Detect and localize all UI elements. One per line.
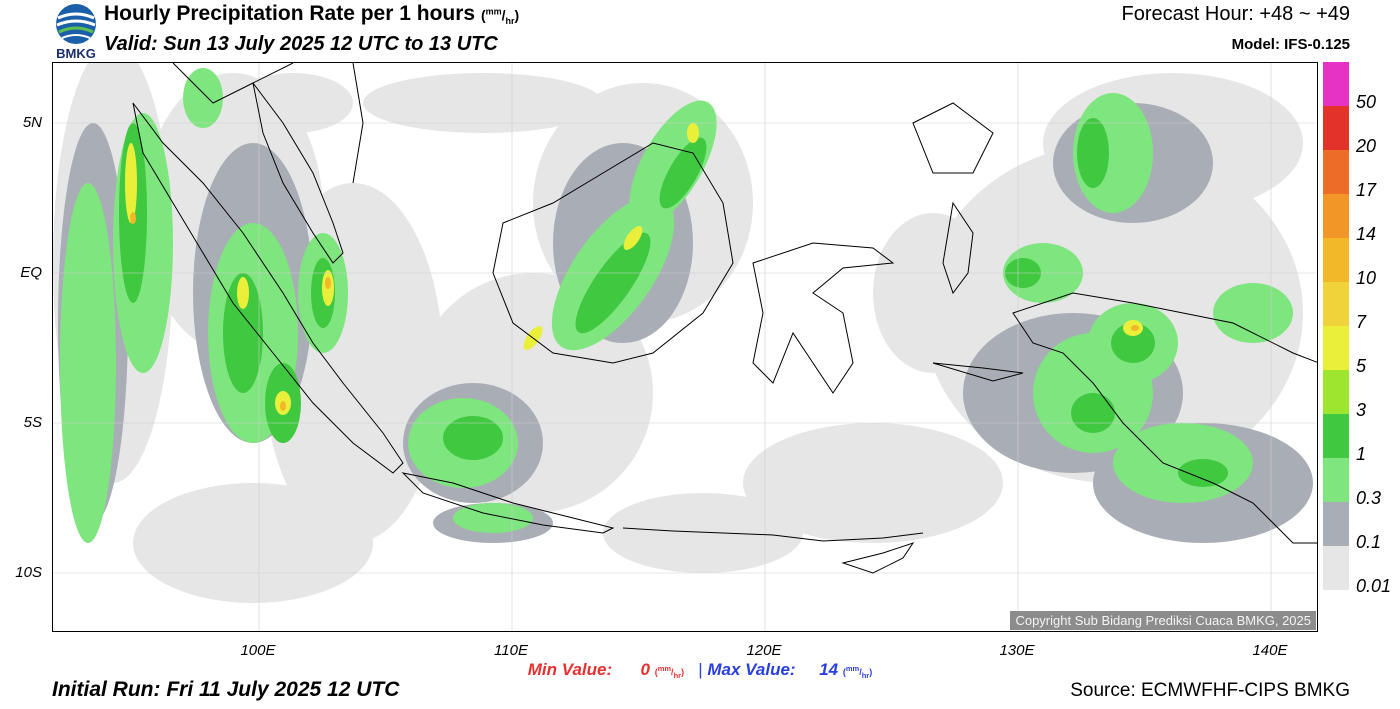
coast-sumatra: [132, 102, 404, 474]
coastlines: [132, 63, 1317, 574]
colorbar-label: 17: [1356, 180, 1377, 200]
min-max-stats: Min Value: 0 (mm/hr) | Max Value: 14 (mm…: [527, 660, 873, 680]
min-value: 0: [640, 660, 650, 679]
colorbar-segment: [1323, 282, 1349, 326]
colorbar-label: 0.1: [1356, 532, 1382, 552]
page-title: Hourly Precipitation Rate per 1 hours (m…: [104, 2, 520, 26]
colorbar-label: 1: [1356, 444, 1367, 464]
colorbar-segment: [1323, 150, 1349, 194]
lat-label-5s: 5S: [23, 414, 42, 431]
coast-java: [401, 472, 615, 534]
coast-timor: [841, 542, 915, 574]
colorbar-segment: [1323, 326, 1349, 370]
colorbar: [1323, 62, 1349, 590]
lon-label-140e: 140E: [1252, 642, 1288, 659]
colorbar-segment: [1323, 370, 1349, 414]
coast-papua: [1012, 292, 1317, 544]
bmkg-logo: BMKG: [52, 2, 100, 61]
lat-label-5n: 5N: [22, 114, 42, 131]
lon-label-130e: 130E: [999, 642, 1035, 659]
colorbar-label: 14: [1356, 224, 1377, 244]
coast-indochina: [172, 63, 364, 184]
lat-label-eq: EQ: [20, 264, 42, 281]
coast-borneo: [492, 142, 734, 364]
initial-run: Initial Run: Fri 11 July 2025 12 UTC: [52, 678, 400, 701]
colorbar-label: 7: [1356, 312, 1367, 332]
map-canvas: [53, 63, 1317, 631]
colorbar-label: 50: [1356, 92, 1377, 112]
valid-time: Valid: Sun 13 July 2025 12 UTC to 13 UTC: [104, 33, 498, 55]
colorbar-segment: [1323, 238, 1349, 282]
model-label: Model: IFS-0.125: [1231, 36, 1350, 53]
colorbar-label: 20: [1356, 136, 1377, 156]
forecast-hour: Forecast Hour: +48 ~ +49: [1121, 3, 1350, 25]
lon-label-120e: 120E: [746, 642, 782, 659]
coast-malay: [252, 82, 344, 264]
lat-label-10s: 10S: [15, 564, 42, 581]
lon-label-110e: 110E: [494, 642, 528, 659]
coast-sulawesi: [752, 242, 895, 394]
colorbar-label: 5: [1356, 356, 1367, 376]
colorbar-segment: [1323, 62, 1349, 106]
max-value-label: Max Value:: [707, 660, 796, 679]
data-source: Source: ECMWFHF-CIPS BMKG: [1070, 680, 1350, 701]
colorbar-label: 3: [1356, 400, 1367, 420]
colorbar-label: 0.01: [1356, 576, 1392, 596]
coast-seram: [932, 362, 1024, 382]
svg-text:BMKG: BMKG: [56, 46, 96, 60]
colorbar-label: 0.3: [1356, 488, 1382, 508]
colorbar-segment: [1323, 194, 1349, 238]
colorbar-segment: [1323, 546, 1349, 590]
min-value-label: Min Value:: [527, 660, 613, 679]
grid-lines: [53, 63, 1317, 631]
colorbar-segment: [1323, 414, 1349, 458]
precipitation-map: Copyright Sub Bidang Prediksi Cuaca BMKG…: [52, 62, 1318, 632]
coast-maluku: [942, 201, 974, 295]
copyright-note: Copyright Sub Bidang Prediksi Cuaca BMKG…: [1010, 611, 1316, 630]
colorbar-segment: [1323, 502, 1349, 546]
precip-layer-orange: [130, 212, 1139, 411]
max-value: 14: [819, 660, 839, 679]
colorbar-segment: [1323, 106, 1349, 150]
stats-separator: |: [698, 660, 703, 679]
coast-nusa-tenggara: [622, 527, 924, 542]
colorbar-label: 10: [1356, 268, 1377, 288]
colorbar-segment: [1323, 458, 1349, 502]
precip-layer-yellow: [125, 123, 1143, 415]
lon-label-100e: 100E: [240, 642, 276, 659]
coast-mindanao: [912, 102, 994, 174]
